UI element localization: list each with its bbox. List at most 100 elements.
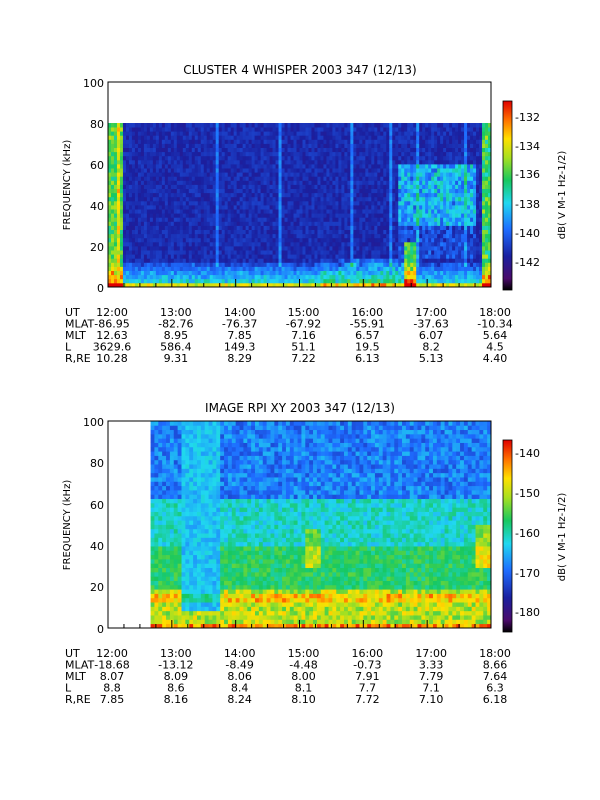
heatmap-cell	[305, 164, 309, 169]
heatmap-cell	[278, 127, 282, 132]
heatmap-cell	[458, 188, 462, 194]
heatmap-cell	[200, 147, 205, 153]
heatmap-cell	[344, 151, 348, 157]
heatmap-cell	[176, 254, 181, 259]
heatmap-cell	[464, 155, 468, 161]
heatmap-cell	[194, 147, 199, 153]
heatmap-cell	[122, 143, 127, 148]
heatmap-cell	[458, 246, 462, 251]
heatmap-cell	[395, 180, 399, 185]
heatmap-cell	[209, 237, 214, 243]
heatmap-cell	[212, 241, 217, 247]
heatmap-cell	[284, 270, 288, 276]
heatmap-cell	[293, 159, 297, 165]
heatmap-cell	[212, 192, 217, 198]
heatmap-cell	[131, 139, 136, 144]
heatmap-cell	[326, 262, 330, 267]
heatmap-cell	[197, 278, 202, 284]
heatmap-cell	[209, 143, 214, 148]
heatmap-cell	[404, 278, 408, 284]
heatmap-cell	[281, 213, 285, 218]
heatmap-cell	[113, 168, 118, 173]
heatmap-cell	[224, 176, 229, 181]
heatmap-cell	[203, 196, 208, 202]
heatmap-cell	[476, 155, 480, 161]
heatmap-cell	[305, 229, 309, 235]
heatmap-cell	[443, 221, 447, 226]
heatmap-cell	[455, 241, 459, 247]
heatmap-cell	[182, 155, 187, 161]
heatmap-cell	[422, 200, 426, 206]
heatmap-cell	[137, 147, 142, 153]
heatmap-cell	[326, 139, 330, 144]
heatmap-cell	[455, 151, 459, 157]
panel-title: CLUSTER 4 WHISPER 2003 347 (12/13)	[183, 63, 416, 77]
heatmap-cell	[263, 278, 267, 284]
heatmap-cell	[458, 250, 462, 255]
heatmap-cell	[362, 139, 366, 144]
heatmap-cell	[125, 147, 130, 153]
heatmap-cell	[206, 225, 211, 230]
heatmap-cell	[407, 131, 411, 136]
heatmap-cell	[224, 270, 229, 276]
heatmap-cell	[116, 151, 121, 157]
heatmap-cell	[248, 254, 253, 259]
heatmap-cell	[380, 229, 384, 235]
heatmap-cell	[266, 147, 270, 153]
heatmap-cell	[413, 127, 417, 132]
cluster-whisper-panel: CLUSTER 4 WHISPER 2003 347 (12/13) 100 8…	[62, 63, 568, 365]
heatmap-cell	[419, 233, 423, 239]
heatmap-cell	[401, 217, 405, 222]
heatmap-cell	[323, 172, 327, 177]
heatmap-cell	[131, 221, 136, 226]
heatmap-cell	[422, 131, 426, 136]
heatmap-cell	[419, 127, 423, 132]
heatmap-cell	[335, 168, 339, 173]
heatmap-cell	[365, 258, 369, 263]
heatmap-cell	[443, 254, 447, 259]
heatmap-cell	[395, 258, 399, 263]
heatmap-cell	[335, 241, 339, 247]
heatmap-cell	[389, 180, 393, 185]
heatmap-cell	[383, 131, 387, 136]
heatmap-cell	[296, 180, 300, 185]
heatmap-cell	[296, 196, 300, 202]
heatmap-cell	[425, 164, 429, 169]
heatmap-cell	[452, 176, 456, 181]
heatmap-cell	[158, 159, 163, 165]
heatmap-cell	[419, 241, 423, 247]
heatmap-cell	[335, 155, 339, 161]
heatmap-cell	[428, 127, 432, 132]
heatmap-cell	[170, 233, 175, 239]
heatmap-cell	[338, 131, 342, 136]
heatmap-cell	[254, 237, 259, 243]
heatmap-cell	[341, 127, 345, 132]
heatmap-cell	[347, 233, 351, 239]
heatmap-cell	[470, 143, 474, 148]
heatmap-cell	[173, 258, 178, 263]
heatmap-cell	[137, 258, 142, 263]
heatmap-cell	[332, 241, 336, 247]
heatmap-cell	[191, 139, 196, 144]
heatmap-cell	[224, 180, 229, 185]
heatmap-cell	[404, 155, 408, 161]
heatmap-cell	[419, 176, 423, 181]
heatmap-cell	[440, 254, 444, 259]
heatmap-cell	[332, 172, 336, 177]
heatmap-cell	[278, 217, 282, 222]
heatmap-cell	[221, 127, 226, 132]
heatmap-cell	[152, 250, 157, 255]
heatmap-cell	[203, 188, 208, 194]
heatmap-cell	[173, 200, 178, 206]
heatmap-cell	[341, 278, 345, 284]
heatmap-cell	[392, 254, 396, 259]
heatmap-cell	[476, 225, 480, 230]
heatmap-cell	[311, 282, 315, 288]
heatmap-cell	[254, 246, 259, 251]
heatmap-cell	[416, 184, 420, 189]
heatmap-cell	[155, 246, 160, 251]
heatmap-cell	[464, 274, 468, 280]
heatmap-cell	[437, 176, 441, 181]
heatmap-cell	[329, 209, 333, 214]
heatmap-cell	[401, 278, 405, 284]
